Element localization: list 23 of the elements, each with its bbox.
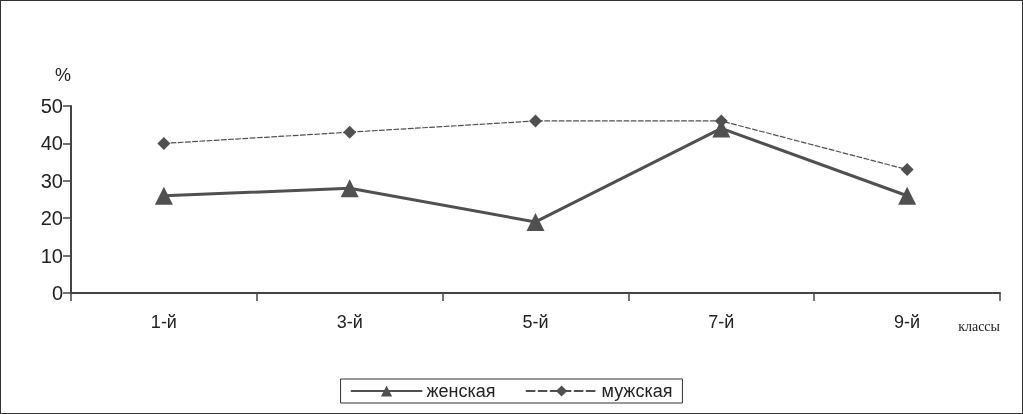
point — [900, 163, 914, 177]
x-tick-label: 5-й — [522, 312, 549, 332]
y-tick-label: 10 — [40, 244, 63, 267]
x-tick-label: 9-й — [894, 312, 921, 332]
legend-label: мужская — [601, 381, 673, 401]
point — [154, 186, 173, 205]
y-tick-label: 30 — [40, 169, 63, 192]
x-tick-label: 7-й — [708, 312, 735, 332]
point — [526, 212, 545, 231]
point — [898, 186, 917, 205]
x-tick-label: 3-й — [336, 312, 363, 332]
y-tick-label: 0 — [51, 282, 63, 304]
y-tick-label: 40 — [40, 132, 63, 155]
point — [529, 114, 542, 128]
y-tick-label: 20 — [40, 207, 63, 230]
y-tick-label: 50 — [40, 95, 63, 117]
legend-label: женская — [426, 381, 496, 401]
x-tick-label: 1-й — [150, 312, 177, 332]
point — [340, 179, 359, 198]
point — [157, 136, 171, 150]
y-axis-title: % — [54, 65, 71, 85]
point — [343, 125, 357, 139]
x-axis-title: классы — [958, 318, 1001, 334]
